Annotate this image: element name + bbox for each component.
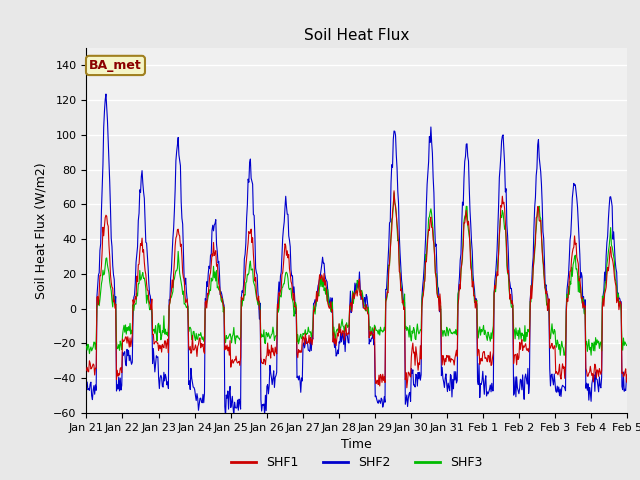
SHF3 xyxy=(203,300,211,306)
SHF1 xyxy=(424,234,432,240)
X-axis label: Time: Time xyxy=(341,438,372,451)
SHF3 xyxy=(232,341,239,347)
SHF1 xyxy=(203,305,211,311)
SHF1 xyxy=(232,357,239,363)
SHF2 xyxy=(623,374,631,380)
SHF2 xyxy=(148,361,156,367)
SHF1 xyxy=(623,372,631,377)
SHF2 xyxy=(233,405,241,411)
SHF2 xyxy=(221,414,229,420)
SHF1 xyxy=(390,188,398,193)
SHF3 xyxy=(439,334,447,339)
Line: SHF1: SHF1 xyxy=(86,191,627,388)
SHF1 xyxy=(92,365,100,371)
SHF3 xyxy=(556,352,564,358)
SHF3 xyxy=(390,190,398,196)
Y-axis label: Soil Heat Flux (W/m2): Soil Heat Flux (W/m2) xyxy=(35,162,47,299)
SHF2 xyxy=(204,284,211,289)
Title: Soil Heat Flux: Soil Heat Flux xyxy=(304,28,410,43)
Line: SHF2: SHF2 xyxy=(86,94,627,417)
SHF3 xyxy=(83,343,90,349)
SHF2 xyxy=(102,91,110,97)
Line: SHF3: SHF3 xyxy=(86,193,627,355)
SHF3 xyxy=(92,337,100,343)
SHF2 xyxy=(424,170,432,176)
SHF3 xyxy=(148,307,156,312)
Text: BA_met: BA_met xyxy=(89,59,142,72)
SHF1 xyxy=(440,356,447,362)
SHF1 xyxy=(403,385,411,391)
SHF1 xyxy=(83,367,90,373)
SHF2 xyxy=(92,387,100,393)
SHF2 xyxy=(83,385,90,391)
SHF3 xyxy=(423,239,431,245)
SHF2 xyxy=(440,379,447,385)
SHF3 xyxy=(623,343,631,348)
SHF1 xyxy=(148,296,156,302)
Legend: SHF1, SHF2, SHF3: SHF1, SHF2, SHF3 xyxy=(226,451,488,474)
